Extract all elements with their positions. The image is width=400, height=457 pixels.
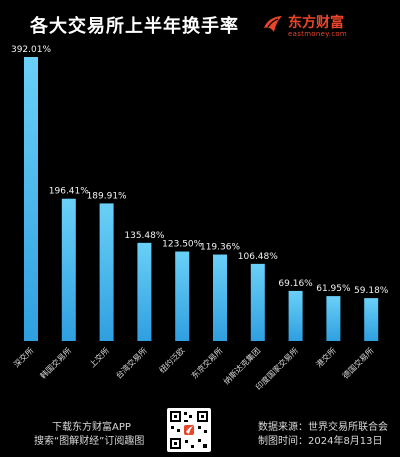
eastmoney-logo-icon	[264, 16, 282, 32]
category-label: 深交所	[11, 345, 35, 369]
bar-value-label: 119.36%	[200, 243, 240, 253]
bar	[137, 242, 152, 341]
bar	[288, 290, 303, 341]
bar	[61, 198, 76, 341]
bar	[326, 296, 341, 341]
category-label: 韩国交易所	[38, 345, 73, 380]
bar	[213, 254, 227, 341]
brand-domain: eastmoney.com	[288, 30, 348, 38]
bar	[250, 263, 265, 341]
bar	[99, 203, 114, 341]
bar-value-label: 59.18%	[354, 286, 389, 296]
search-subscribe-text: 搜索“图解财经”订阅趣图	[34, 436, 145, 447]
chart-date-text: 制图时间：2024年8月13日	[258, 436, 383, 447]
bar-value-label: 123.50%	[162, 240, 202, 250]
bar-value-label: 106.48%	[238, 252, 278, 262]
footer: 下载东方财富APP 搜索“图解财经”订阅趣图 数据来	[0, 402, 400, 457]
qr-code-icon	[170, 411, 208, 449]
bars-group	[24, 57, 379, 341]
category-label: 东京交易所	[189, 345, 224, 380]
qr-code[interactable]	[167, 408, 211, 452]
bar-value-label: 196.41%	[49, 187, 89, 197]
bar-value-label: 135.48%	[124, 231, 164, 241]
category-label: 纽约泛欧	[157, 345, 187, 375]
download-app-text: 下载东方财富APP	[52, 422, 131, 433]
bar-value-label: 61.95%	[316, 284, 351, 294]
eastmoney-logo: 东方财富 eastmoney.com	[262, 12, 392, 42]
category-label: 港交所	[314, 345, 338, 369]
bar	[175, 251, 190, 341]
bar	[24, 57, 38, 341]
header: 各大交易所上半年换手率 东方财富 eastmoney.com	[0, 0, 400, 50]
value-labels-group: 392.01% 196.41%189.91% 135.48%123.50%119.3…	[11, 45, 389, 296]
category-label: 台湾交易所	[113, 345, 148, 380]
bar	[364, 298, 379, 341]
data-source-text: 数据来源：世界交易所联合会	[258, 422, 388, 433]
chart-title: 各大交易所上半年换手率	[30, 16, 239, 37]
category-label: 纳斯达克集团	[221, 345, 262, 386]
bar-chart: 392.01% 196.41%189.91% 135.48%123.50%119.3…	[11, 45, 389, 392]
bar-value-label: 189.91%	[87, 191, 127, 201]
category-label: 上交所	[87, 345, 111, 369]
brand-name: 东方财富	[288, 15, 344, 31]
bar-value-label: 69.16%	[278, 279, 313, 289]
bar-value-label: 392.01%	[11, 45, 51, 55]
category-label: 德国交易所	[340, 345, 375, 380]
